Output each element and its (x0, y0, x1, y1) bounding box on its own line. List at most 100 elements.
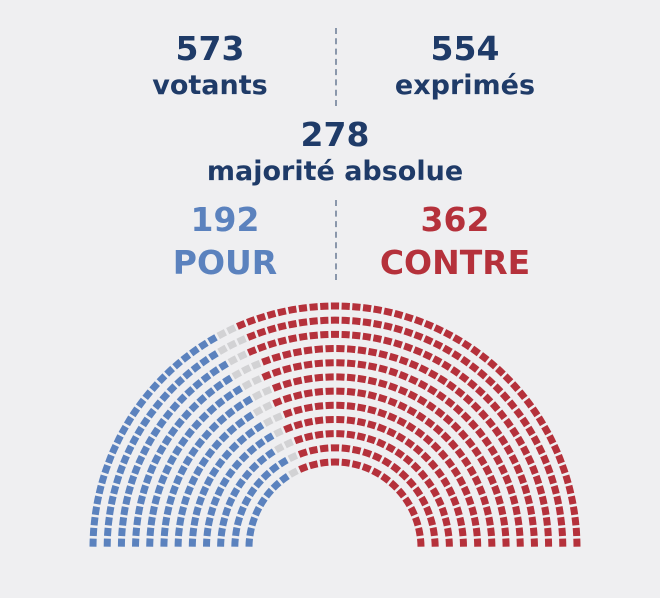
seat-pour (146, 463, 157, 475)
seat-contre (535, 444, 546, 455)
seat-contre (434, 496, 445, 507)
seat-pour (166, 495, 176, 506)
seat-contre (346, 416, 356, 425)
seat-contre (420, 451, 432, 463)
seat-contre (444, 397, 456, 408)
seat-contre (517, 389, 528, 401)
seat-contre (367, 362, 378, 371)
seat-pour (268, 462, 280, 474)
seat-pour (120, 506, 129, 516)
seat-contre (352, 303, 361, 311)
seat-contre (442, 414, 454, 425)
seat-contre (412, 516, 422, 527)
seat-pour (167, 426, 179, 437)
seat-contre (261, 356, 272, 366)
seat-contre (397, 386, 409, 396)
seat-contre (282, 364, 292, 374)
seat-pour (211, 439, 223, 451)
seat-contre (437, 374, 448, 386)
seat-contre (442, 344, 453, 355)
seat-contre (362, 304, 372, 313)
seat-pour (218, 360, 229, 371)
seat-contre (377, 379, 388, 389)
seat-pour (270, 479, 282, 491)
seat-pour (225, 467, 236, 479)
seat-contre (558, 527, 566, 537)
seat-pour (190, 516, 200, 527)
seat-pour (123, 415, 135, 427)
seat-pour (149, 505, 158, 516)
seat-contre (557, 516, 566, 526)
seat-pour (192, 506, 202, 516)
seat-contre (422, 434, 434, 446)
seat-contre (388, 352, 399, 362)
seat-pour (208, 350, 219, 361)
seat-contre (497, 435, 509, 446)
seat-pour (233, 516, 244, 527)
seat-pour (154, 484, 164, 495)
seat-pour (198, 411, 210, 423)
seat-contre (460, 485, 471, 497)
seat-contre (524, 494, 533, 505)
seat-pour (89, 527, 98, 537)
seat-contre (356, 403, 367, 413)
seat-contre (569, 506, 579, 516)
seat-contre (435, 390, 447, 402)
seat-contre (520, 445, 531, 456)
seat-contre (503, 444, 514, 456)
seat-contre (271, 352, 282, 362)
seat-pour (219, 516, 229, 527)
seat-pour (169, 401, 181, 412)
seat-contre (408, 375, 419, 386)
divider-bottom (335, 200, 337, 280)
seat-contre (415, 411, 427, 422)
seat-contre (493, 454, 504, 466)
seat-contre (407, 506, 418, 517)
seat-contre (433, 324, 444, 335)
seat-contre (506, 484, 516, 495)
seat-contre (298, 332, 308, 341)
seat-contre (362, 448, 373, 458)
contre-label: CONTRE (379, 243, 531, 282)
seat-contre (346, 359, 356, 368)
seat-contre (487, 445, 498, 456)
seat-contre (390, 462, 402, 474)
seat-other (236, 335, 247, 346)
seat-contre (357, 346, 367, 355)
seat-contre (538, 495, 548, 506)
seat-contre (423, 505, 433, 516)
seat-contre (431, 538, 439, 547)
seat-contre (418, 495, 429, 507)
seat-other (262, 416, 274, 427)
seat-contre (544, 464, 554, 475)
seat-pour (222, 506, 232, 517)
seat-pour (162, 464, 173, 475)
seat-pour (198, 456, 209, 468)
seat-contre (452, 404, 464, 415)
seat-pour (243, 411, 255, 422)
seat-contre (508, 454, 519, 465)
seat-contre (388, 367, 399, 377)
seat-pour (127, 474, 138, 485)
seat-contre (283, 423, 294, 434)
seat-contre (277, 336, 288, 346)
seat-contre (385, 443, 396, 454)
seat-contre (466, 465, 477, 477)
seat-contre (417, 469, 429, 481)
seat-contre (414, 427, 426, 439)
seat-pour (178, 505, 187, 516)
seat-contre (402, 454, 414, 466)
seat-pour (91, 506, 101, 516)
seat-contre (356, 432, 367, 442)
seat-contre (377, 408, 388, 418)
seat-pour (231, 459, 243, 471)
seat-pour (180, 352, 192, 363)
seat-pour (166, 383, 178, 395)
seat-contre (293, 405, 303, 415)
seat-pour (207, 334, 218, 345)
seat-pour (218, 431, 230, 443)
seat-contre (452, 334, 463, 345)
seat-pour (118, 527, 126, 537)
seat-pour (182, 455, 193, 467)
seat-contre (381, 457, 393, 468)
